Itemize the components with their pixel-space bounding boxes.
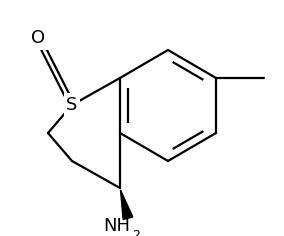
- Text: O: O: [31, 29, 45, 47]
- Polygon shape: [120, 190, 133, 219]
- Text: S: S: [66, 96, 78, 114]
- Text: 2: 2: [132, 229, 140, 236]
- Text: NH: NH: [103, 217, 130, 235]
